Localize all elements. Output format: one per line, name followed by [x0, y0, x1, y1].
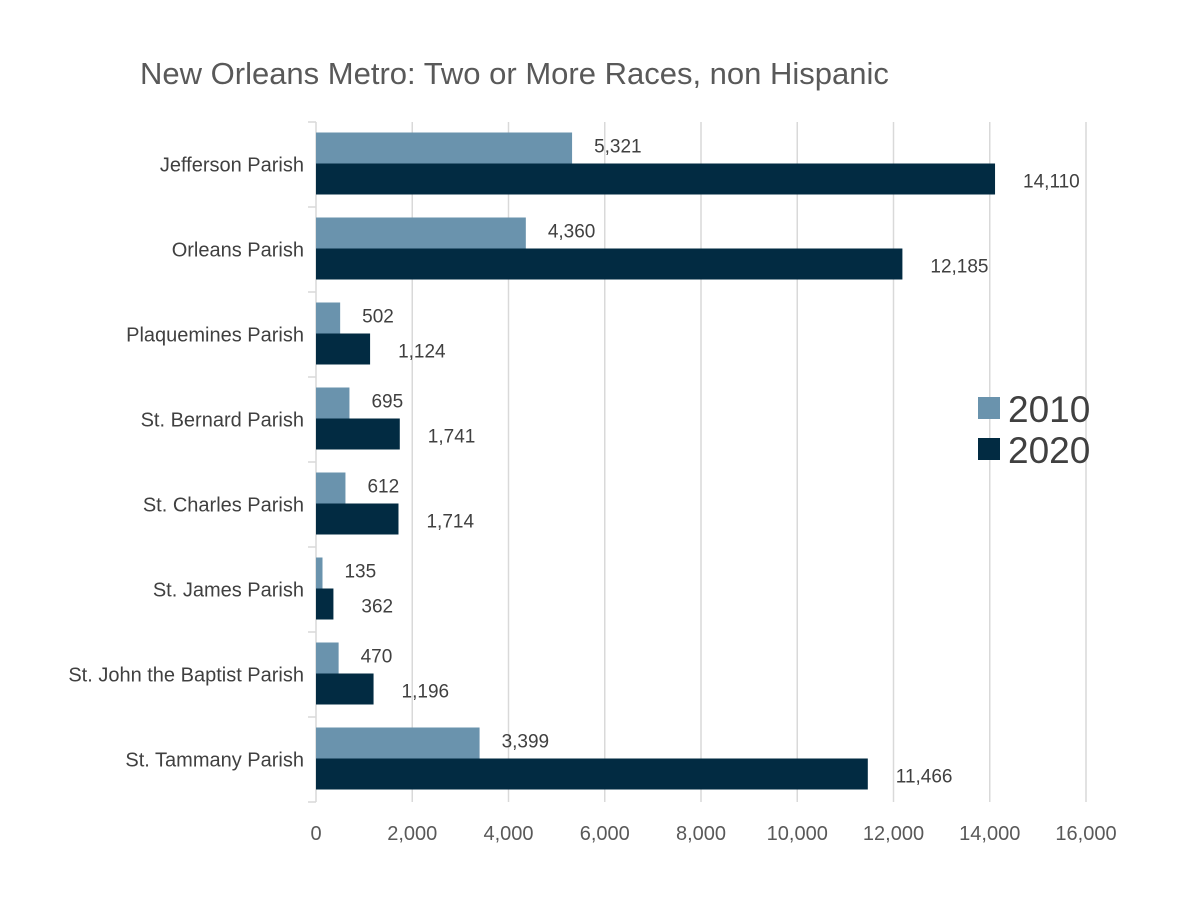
data-label: 470 [361, 647, 393, 668]
bar-2020 [316, 418, 400, 450]
data-label: 4,360 [548, 222, 596, 243]
category-label: St. Bernard Parish [141, 410, 304, 432]
x-tick-label: 2,000 [387, 823, 437, 845]
bar-2010 [316, 642, 339, 674]
data-label: 612 [367, 477, 399, 498]
data-label: 135 [344, 562, 376, 583]
legend-label: 2010 [1008, 389, 1090, 430]
data-label: 1,741 [428, 427, 476, 448]
data-label: 502 [362, 307, 394, 328]
x-tick-label: 4,000 [483, 823, 533, 845]
x-tick-label: 0 [310, 823, 321, 845]
category-axis: Jefferson Parish Orleans Parish Plaquemine… [68, 121, 317, 803]
bar-2020 [316, 333, 371, 365]
x-tick-label: 6,000 [580, 823, 630, 845]
bar-2010 [316, 302, 341, 334]
data-label: 14,110 [1023, 172, 1080, 193]
x-tick-label: 14,000 [959, 823, 1020, 845]
legend-label: 2020 [1008, 430, 1090, 471]
data-label: 12,185 [930, 257, 988, 278]
x-tick-label: 16,000 [1055, 823, 1116, 845]
category-label: Orleans Parish [172, 240, 304, 262]
bar-2020 [316, 758, 868, 790]
bar-2020 [316, 503, 399, 535]
data-label: 11,466 [896, 767, 953, 788]
bar-2010 [316, 217, 526, 249]
data-label: 3,399 [502, 732, 550, 753]
category-label: St. Tammany Parish [125, 750, 304, 772]
chart-title: New Orleans Metro: Two or More Races, no… [140, 56, 889, 91]
bars [316, 132, 996, 790]
data-label: 1,196 [402, 682, 450, 703]
bar-2020 [316, 673, 374, 705]
x-tick-label: 10,000 [767, 823, 828, 845]
bar-2010 [316, 557, 323, 589]
bar-2020 [316, 163, 996, 195]
x-tick-label: 8,000 [676, 823, 726, 845]
category-label: Jefferson Parish [160, 155, 304, 177]
category-label: St. James Parish [153, 580, 304, 602]
bar-2020 [316, 588, 334, 620]
x-tick-label: 12,000 [863, 823, 924, 845]
category-label: St. Charles Parish [143, 495, 304, 517]
legend-swatch [978, 438, 1000, 460]
bar-2010 [316, 132, 573, 164]
data-label: 1,714 [426, 512, 474, 533]
bar-2010 [316, 472, 346, 504]
value-axis-ticks: 0 2,000 4,000 6,000 8,000 10,000 12,000 14,000 1… [310, 823, 1116, 845]
category-label: Plaquemines Parish [126, 325, 304, 347]
bar-2020 [316, 248, 903, 280]
data-label: 1,124 [398, 342, 446, 363]
data-label: 362 [361, 597, 393, 618]
category-label: St. John the Baptist Parish [68, 665, 304, 687]
data-label: 5,321 [594, 137, 642, 158]
legend-swatch [978, 397, 1000, 419]
bar-2010 [316, 727, 480, 759]
bar-2010 [316, 387, 350, 419]
data-label: 695 [371, 392, 403, 413]
